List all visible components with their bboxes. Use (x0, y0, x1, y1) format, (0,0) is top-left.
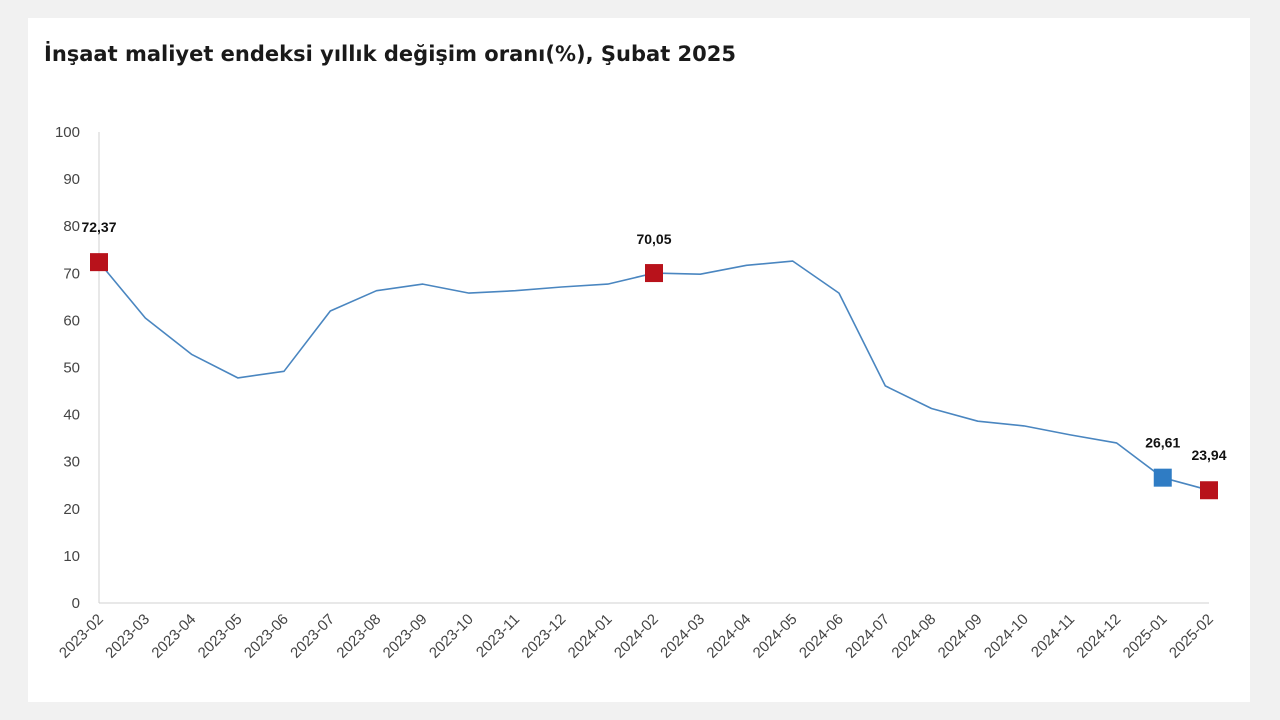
x-tick-label: 2024-08 (888, 611, 939, 662)
chart-panel (28, 18, 1250, 702)
y-axis-ticks: 0 10 20 30 40 50 60 70 80 90 100 (55, 124, 80, 612)
x-tick-label: 2024-03 (657, 611, 708, 662)
x-tick-label: 2024-01 (565, 611, 616, 662)
y-tick-label: 10 (63, 548, 80, 565)
x-tick-label: 2023-06 (241, 611, 292, 662)
y-tick-label: 30 (63, 454, 80, 471)
x-tick-label: 2025-02 (1166, 611, 1217, 662)
data-label-layer: 72,37 70,05 26,61 23,94 (81, 219, 1226, 463)
x-axis-ticks: 2023-022023-032023-042023-052023-062023-… (56, 611, 1217, 662)
data-label: 72,37 (81, 219, 116, 235)
x-tick-label: 2023-05 (195, 611, 246, 662)
y-tick-label: 80 (63, 218, 80, 235)
y-tick-label: 100 (55, 124, 80, 141)
x-tick-label: 2024-07 (842, 611, 893, 662)
y-tick-label: 40 (63, 407, 80, 424)
data-label: 23,94 (1191, 447, 1226, 463)
y-tick-label: 90 (63, 171, 80, 188)
x-tick-label: 2024-04 (703, 611, 754, 662)
x-tick-label: 2024-09 (935, 611, 986, 662)
x-tick-label: 2023-12 (518, 611, 569, 662)
x-tick-label: 2024-12 (1073, 611, 1124, 662)
x-tick-label: 2023-02 (56, 611, 107, 662)
x-tick-label: 2023-07 (287, 611, 338, 662)
x-tick-label: 2023-09 (380, 611, 431, 662)
chart-title: İnşaat maliyet endeksi yıllık değişim or… (44, 42, 736, 66)
data-point-marker (1153, 468, 1172, 487)
data-point-marker (645, 264, 663, 283)
y-tick-label: 20 (63, 501, 80, 518)
x-tick-label: 2023-11 (473, 611, 523, 661)
y-tick-label: 60 (63, 312, 80, 329)
x-tick-label: 2024-06 (796, 611, 847, 662)
x-tick-label: 2025-01 (1120, 611, 1171, 662)
data-point-marker (90, 253, 108, 272)
x-tick-label: 2024-05 (750, 611, 801, 662)
chart-axes (98, 132, 1209, 604)
data-label: 26,61 (1145, 435, 1180, 451)
series-layer (98, 260, 1210, 491)
y-tick-label: 0 (72, 595, 80, 612)
x-tick-label: 2023-08 (333, 611, 384, 662)
data-point-marker (1200, 481, 1218, 500)
x-tick-label: 2023-03 (102, 611, 153, 662)
x-tick-label: 2023-10 (426, 611, 477, 662)
series-line (98, 260, 1210, 491)
x-tick-label: 2024-11 (1028, 611, 1078, 661)
y-tick-label: 50 (63, 360, 80, 377)
data-label: 70,05 (636, 231, 671, 247)
y-tick-label: 70 (63, 265, 80, 282)
x-tick-label: 2024-02 (611, 611, 662, 662)
marker-layer (90, 253, 1218, 500)
x-tick-label: 2024-10 (981, 611, 1032, 662)
x-tick-label: 2023-04 (148, 611, 199, 662)
